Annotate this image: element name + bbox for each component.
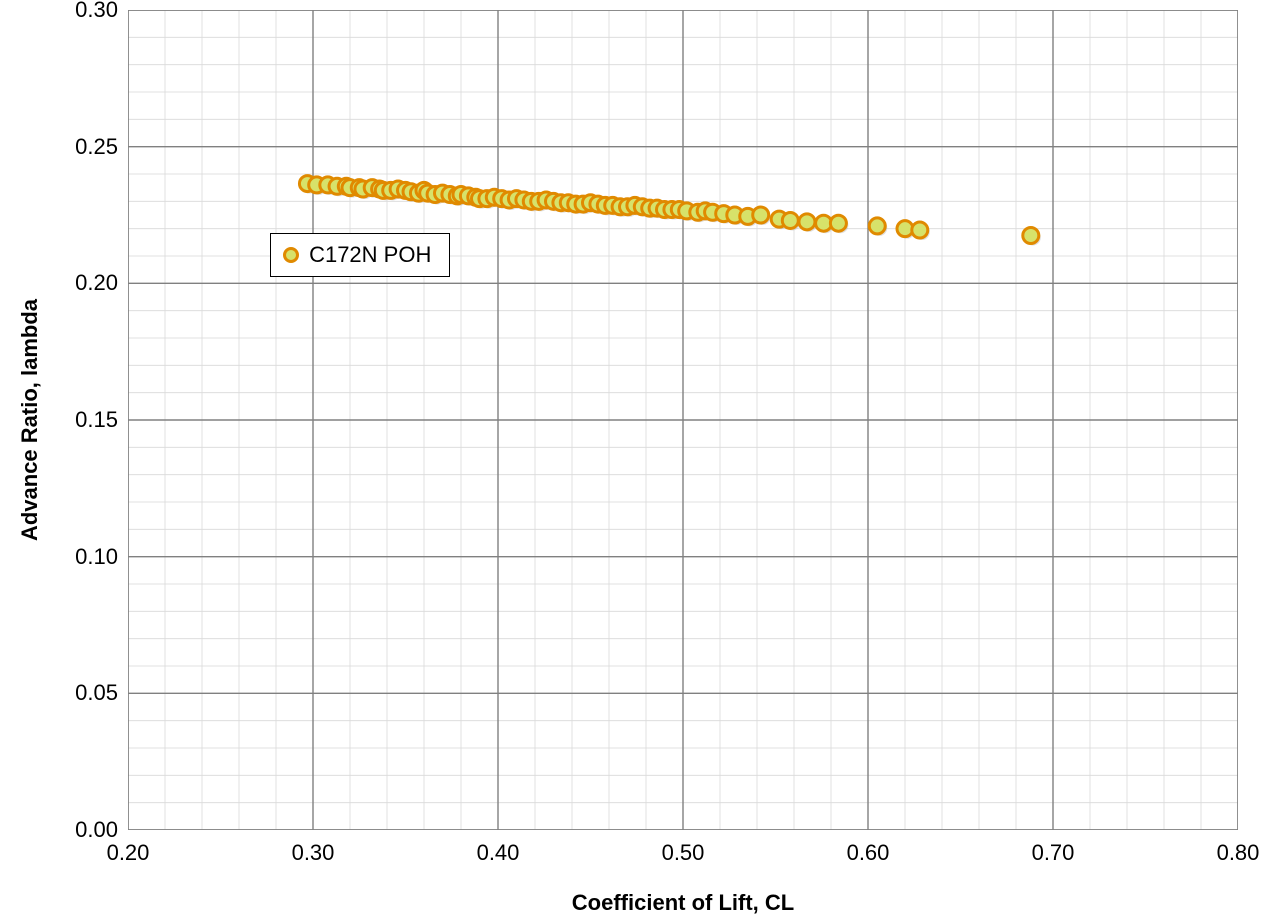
x-tick-label: 0.80 bbox=[1217, 830, 1260, 866]
x-tick-label: 0.50 bbox=[662, 830, 705, 866]
y-tick-label: 0.20 bbox=[75, 270, 128, 296]
x-tick-label: 0.30 bbox=[292, 830, 335, 866]
x-tick-label: 0.70 bbox=[1032, 830, 1075, 866]
data-point bbox=[869, 218, 885, 234]
y-tick-label: 0.30 bbox=[75, 0, 128, 23]
legend: C172N POH bbox=[270, 233, 450, 277]
y-axis-title: Advance Ratio, lambda bbox=[17, 299, 43, 541]
legend-label: C172N POH bbox=[309, 242, 431, 268]
scatter-chart: Advance Ratio, lambda Coefficient of Lif… bbox=[0, 0, 1264, 924]
y-tick-label: 0.25 bbox=[75, 134, 128, 160]
x-tick-label: 0.60 bbox=[847, 830, 890, 866]
x-tick-label: 0.40 bbox=[477, 830, 520, 866]
data-point bbox=[753, 207, 769, 223]
plot-svg bbox=[128, 10, 1238, 830]
data-point bbox=[799, 214, 815, 230]
y-tick-label: 0.05 bbox=[75, 680, 128, 706]
y-tick-label: 0.10 bbox=[75, 544, 128, 570]
data-point bbox=[1023, 228, 1039, 244]
data-point bbox=[912, 222, 928, 238]
x-tick-label: 0.20 bbox=[107, 830, 150, 866]
x-axis-title: Coefficient of Lift, CL bbox=[572, 890, 794, 916]
y-tick-label: 0.15 bbox=[75, 407, 128, 433]
data-point bbox=[830, 215, 846, 231]
legend-marker-icon bbox=[283, 247, 299, 263]
data-point bbox=[782, 212, 798, 228]
plot-area: 0.000.050.100.150.200.250.30 0.200.300.4… bbox=[128, 10, 1238, 830]
